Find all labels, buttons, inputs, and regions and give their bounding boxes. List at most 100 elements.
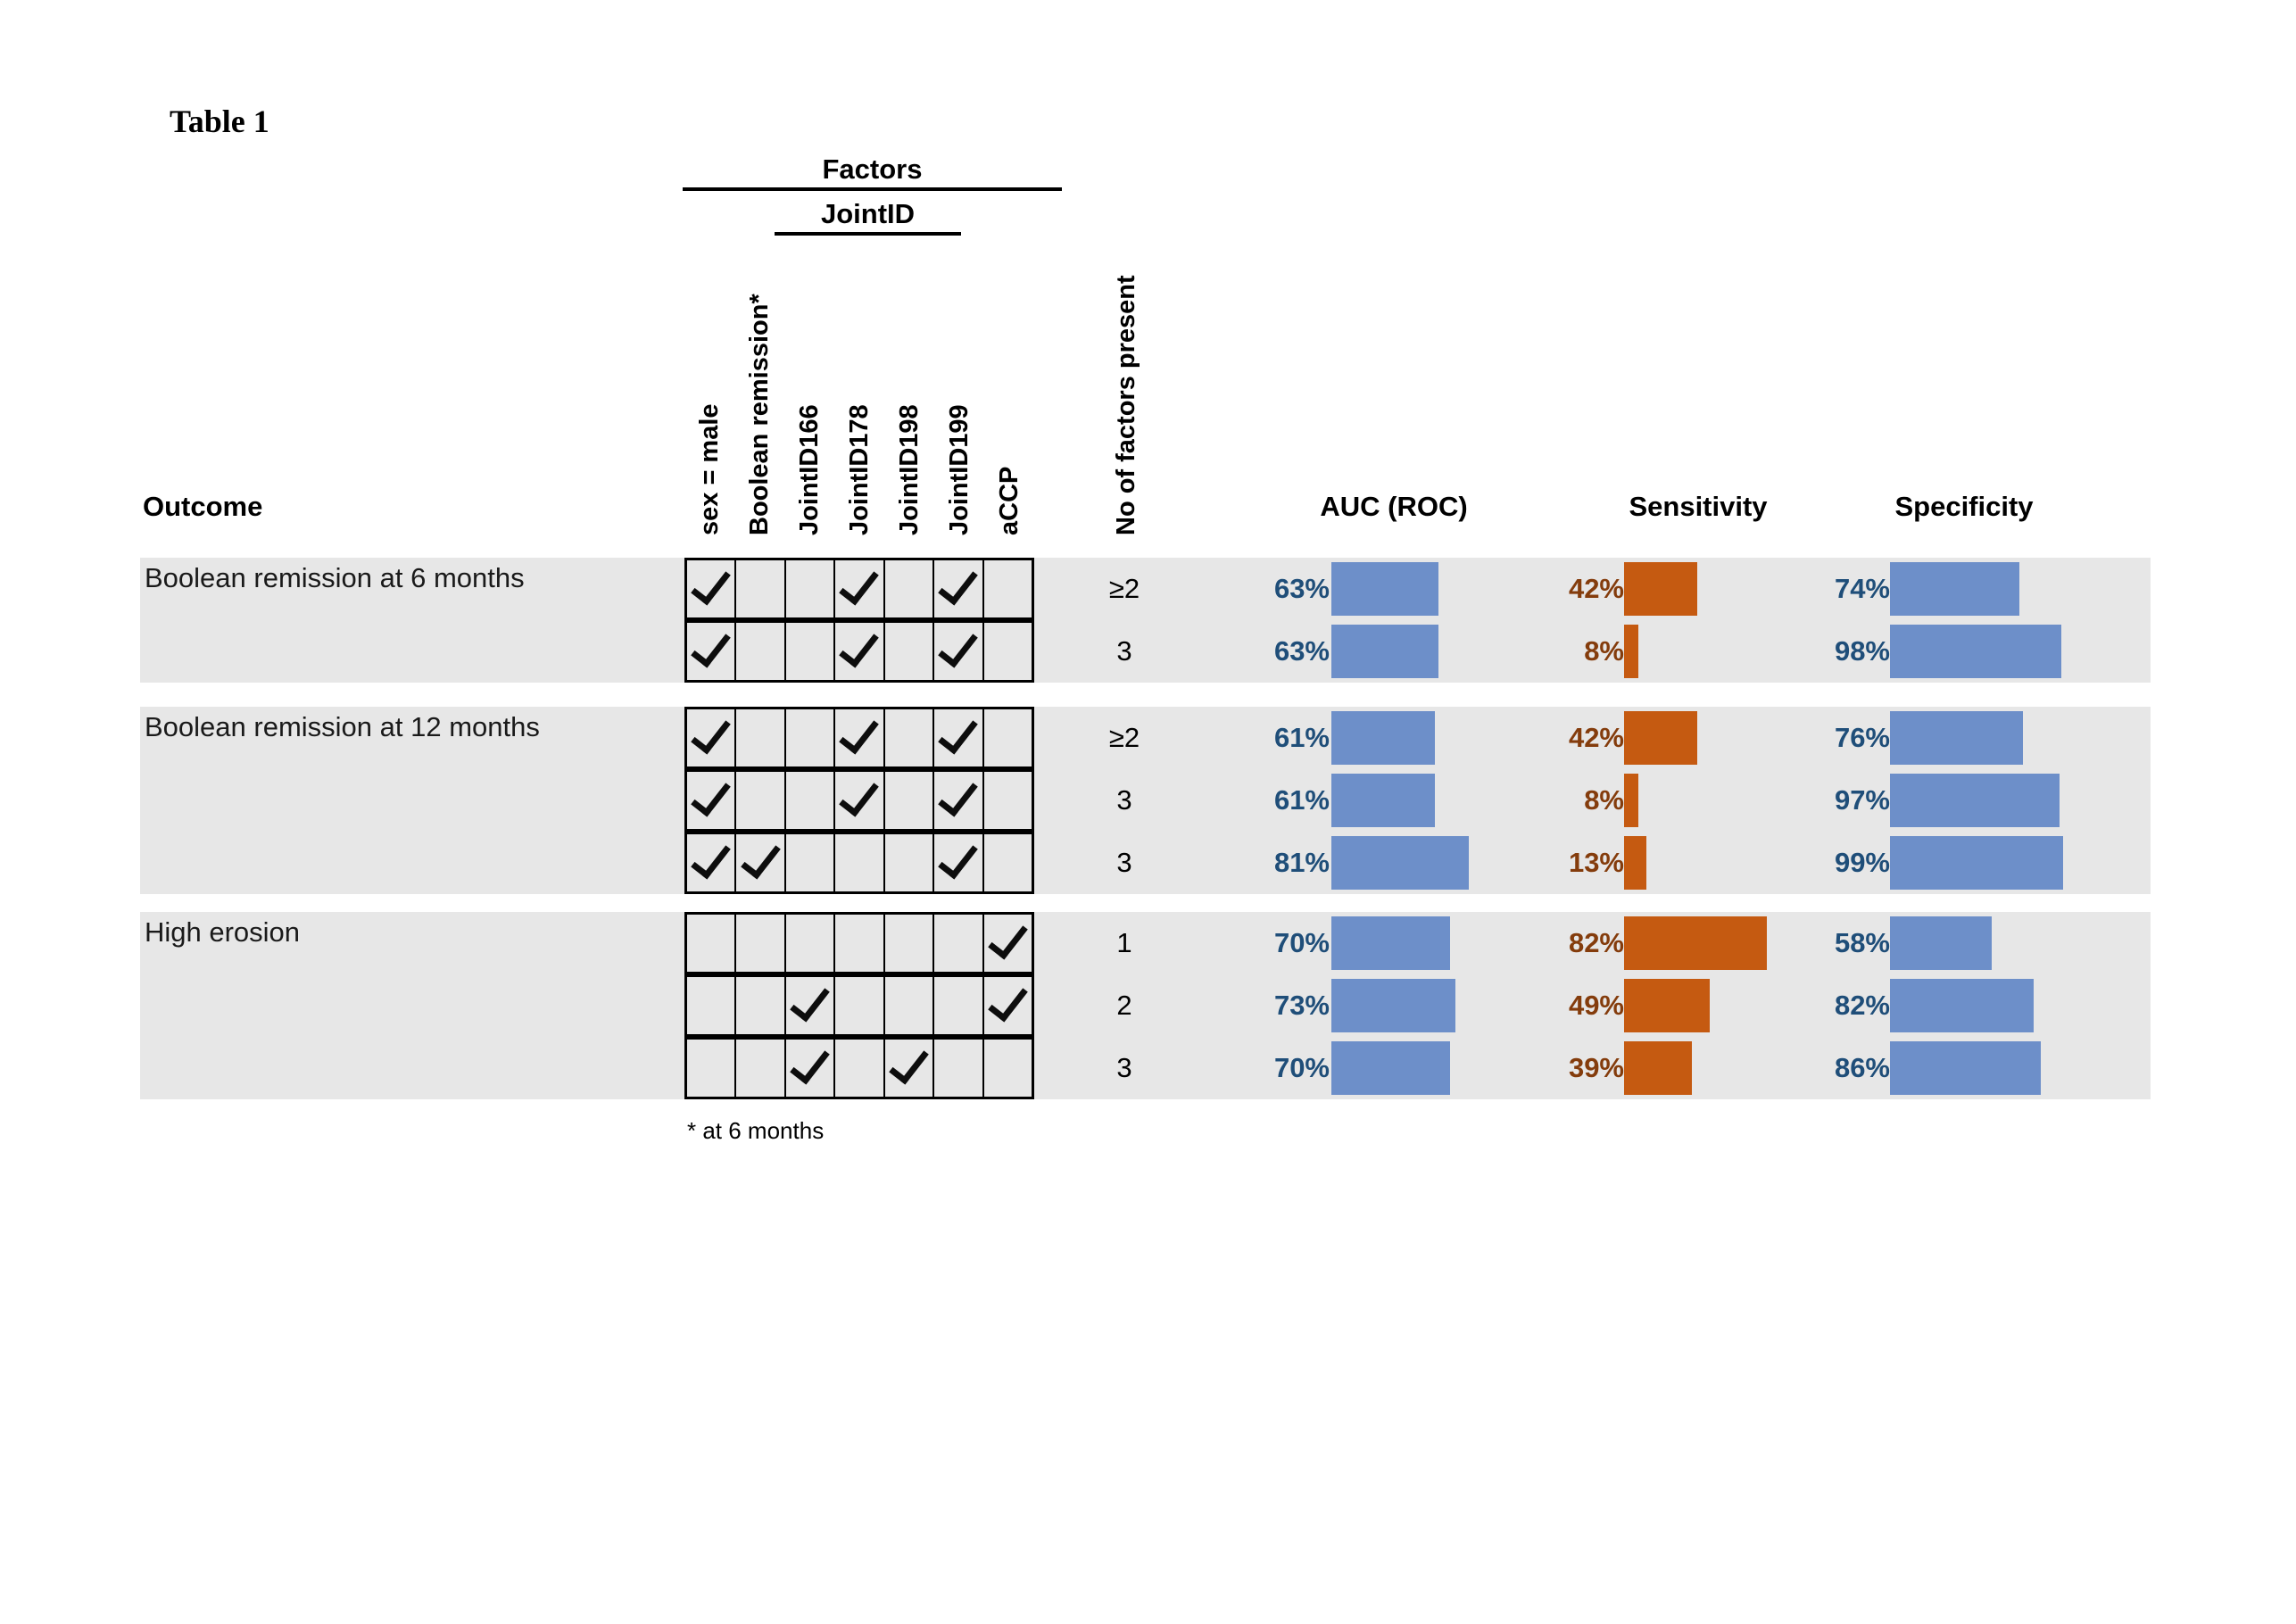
sensitivity-bar bbox=[1624, 625, 1638, 678]
checkbox-grid bbox=[684, 974, 1034, 1037]
checkbox-grid bbox=[684, 707, 1034, 769]
auc-value: 81% bbox=[1273, 847, 1330, 878]
row-band bbox=[140, 558, 2151, 683]
check-icon bbox=[938, 561, 979, 606]
check-icon bbox=[790, 1040, 830, 1085]
checkbox-cell bbox=[687, 1040, 737, 1097]
n-factors-value: 3 bbox=[1116, 1052, 1132, 1083]
checkbox-cell bbox=[835, 977, 885, 1034]
checkbox-cell bbox=[687, 709, 737, 766]
checkbox-grid bbox=[684, 769, 1034, 832]
check-icon bbox=[839, 561, 880, 606]
checkbox-cell bbox=[786, 977, 836, 1034]
row-band bbox=[140, 707, 2151, 894]
outcome-label: High erosion bbox=[145, 916, 301, 948]
check-icon bbox=[938, 835, 979, 880]
checkbox-cell bbox=[885, 977, 935, 1034]
check-icon bbox=[839, 710, 880, 755]
auc-value: 61% bbox=[1273, 722, 1330, 753]
checkbox-cell bbox=[885, 834, 935, 891]
checkbox-cell bbox=[835, 1040, 885, 1097]
checkbox-cell bbox=[934, 1040, 984, 1097]
checkbox-cell bbox=[835, 623, 885, 680]
sensitivity-bar bbox=[1624, 1041, 1692, 1095]
specificity-bar bbox=[1890, 916, 1992, 970]
n-factors-value: 3 bbox=[1116, 784, 1132, 816]
sensitivity-bar bbox=[1624, 916, 1767, 970]
factor-column-label: JointID166 bbox=[795, 404, 824, 535]
sensitivity-bar bbox=[1624, 979, 1710, 1032]
auc-bar bbox=[1331, 1041, 1450, 1095]
checkbox-cell bbox=[934, 623, 984, 680]
checkbox-cell bbox=[885, 915, 935, 972]
specificity-value: 74% bbox=[1834, 573, 1890, 604]
n-factors-value: 3 bbox=[1116, 847, 1132, 878]
n-factors-value: ≥2 bbox=[1108, 573, 1140, 604]
sensitivity-value: 8% bbox=[1584, 784, 1624, 816]
sensitivity-value: 8% bbox=[1584, 635, 1624, 667]
auc-value: 63% bbox=[1273, 635, 1330, 667]
checkbox-grid bbox=[684, 1037, 1034, 1099]
factor-column-label: aCCP bbox=[995, 466, 1024, 535]
sensitivity-bar bbox=[1624, 711, 1697, 765]
check-icon bbox=[987, 978, 1028, 1023]
auc-bar bbox=[1331, 711, 1435, 765]
checkbox-cell bbox=[786, 1040, 836, 1097]
auc-value: 61% bbox=[1273, 784, 1330, 816]
check-icon bbox=[691, 835, 732, 880]
check-icon bbox=[691, 710, 732, 755]
check-icon bbox=[938, 773, 979, 817]
check-icon bbox=[938, 710, 979, 755]
sensitivity-bar bbox=[1624, 836, 1646, 890]
checkbox-cell bbox=[687, 772, 737, 829]
checkbox-cell bbox=[786, 915, 836, 972]
checkbox-cell bbox=[687, 623, 737, 680]
specificity-value: 58% bbox=[1834, 927, 1890, 958]
checkbox-cell bbox=[984, 1040, 1032, 1097]
outcome-label: Boolean remission at 12 months bbox=[145, 711, 540, 742]
check-icon bbox=[691, 773, 732, 817]
outcome-label: Boolean remission at 6 months bbox=[145, 562, 525, 593]
checkbox-cell bbox=[885, 1040, 935, 1097]
checkbox-cell bbox=[934, 915, 984, 972]
n-factors-value: 1 bbox=[1116, 927, 1132, 958]
checkbox-cell bbox=[687, 915, 737, 972]
table-title: Table 1 bbox=[170, 104, 269, 139]
checkbox-grid bbox=[684, 620, 1034, 683]
specificity-value: 76% bbox=[1834, 722, 1890, 753]
check-icon bbox=[987, 916, 1028, 960]
specificity-bar bbox=[1890, 711, 2023, 765]
checkbox-cell bbox=[736, 915, 786, 972]
checkbox-cell bbox=[934, 772, 984, 829]
checkbox-grid bbox=[684, 832, 1034, 894]
checkbox-cell bbox=[984, 977, 1032, 1034]
n-factors-value: 3 bbox=[1116, 635, 1132, 667]
checkbox-cell bbox=[736, 1040, 786, 1097]
checkbox-grid bbox=[684, 558, 1034, 620]
checkbox-cell bbox=[984, 915, 1032, 972]
sensitivity-value: 39% bbox=[1568, 1052, 1624, 1083]
checkbox-cell bbox=[687, 977, 737, 1034]
sensitivity-value: 13% bbox=[1568, 847, 1624, 878]
specificity-bar bbox=[1890, 979, 2034, 1032]
checkbox-cell bbox=[984, 772, 1032, 829]
sensitivity-value: 49% bbox=[1568, 990, 1624, 1021]
specificity-bar bbox=[1890, 774, 2060, 827]
checkbox-cell bbox=[687, 834, 737, 891]
n-factors-value: ≥2 bbox=[1108, 722, 1140, 753]
check-icon bbox=[691, 561, 732, 606]
checkbox-cell bbox=[786, 560, 836, 617]
check-icon bbox=[938, 624, 979, 668]
checkbox-cell bbox=[736, 834, 786, 891]
checkbox-cell bbox=[736, 709, 786, 766]
specificity-value: 97% bbox=[1834, 784, 1890, 816]
footnote: * at 6 months bbox=[687, 1117, 825, 1144]
factor-column-label: sex = male bbox=[695, 403, 724, 535]
checkbox-cell bbox=[835, 560, 885, 617]
checkbox-cell bbox=[736, 560, 786, 617]
check-icon bbox=[740, 835, 781, 880]
checkbox-cell bbox=[984, 623, 1032, 680]
check-icon bbox=[839, 773, 880, 817]
checkbox-cell bbox=[934, 834, 984, 891]
sensitivity-column-header: Sensitivity bbox=[1629, 491, 1768, 522]
